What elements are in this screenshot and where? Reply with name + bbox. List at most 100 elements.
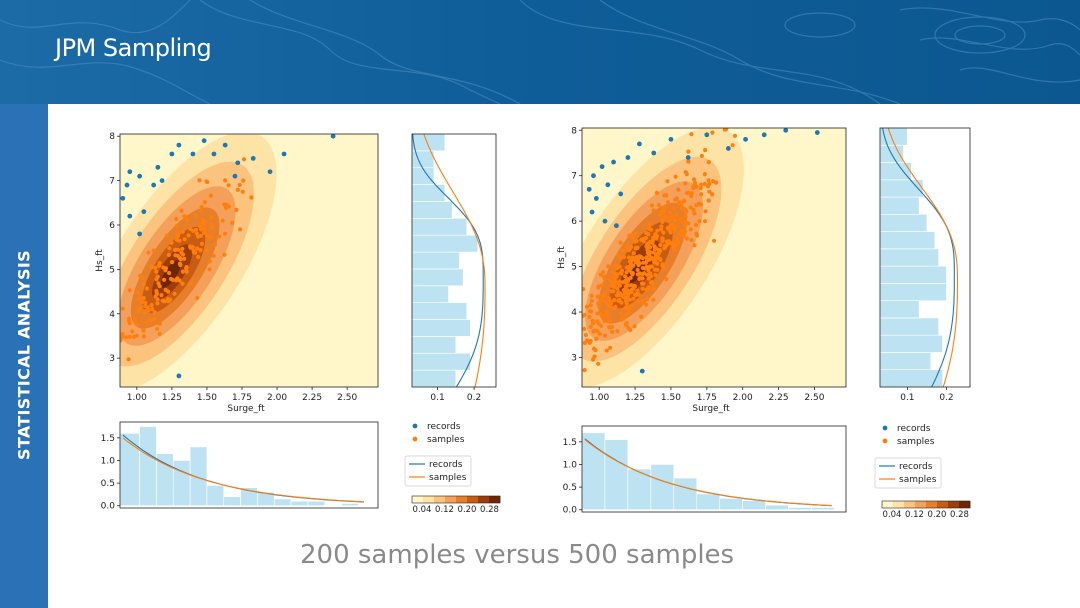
sample-point xyxy=(688,227,693,232)
sample-point xyxy=(668,210,673,215)
record-point xyxy=(137,231,143,237)
sample-point xyxy=(595,311,600,316)
sample-point xyxy=(208,193,213,198)
sample-point xyxy=(607,325,612,330)
marginal-y-bar xyxy=(879,248,939,267)
sample-point xyxy=(645,247,650,252)
sample-point xyxy=(134,333,139,338)
sample-point xyxy=(145,305,150,310)
sample-point xyxy=(671,215,676,220)
sample-point xyxy=(694,231,699,236)
sample-point xyxy=(601,270,606,275)
sample-point xyxy=(211,253,216,258)
colorbar-tick-label: 0.20 xyxy=(458,505,477,515)
sample-point xyxy=(627,233,632,238)
sample-point xyxy=(639,255,644,260)
sample-point xyxy=(626,325,631,330)
sample-point xyxy=(164,233,169,238)
sample-point xyxy=(674,212,679,217)
sample-point xyxy=(597,331,602,336)
sample-point xyxy=(697,201,702,206)
sample-point xyxy=(634,255,639,260)
record-point xyxy=(685,155,691,160)
record-point xyxy=(611,159,616,165)
sample-point xyxy=(596,361,601,366)
record-point xyxy=(127,213,133,219)
sample-point xyxy=(120,334,125,340)
colorbar-swatch xyxy=(959,501,971,508)
sample-point xyxy=(640,299,645,304)
sample-point xyxy=(681,206,686,211)
sample-point xyxy=(705,184,710,189)
sample-point xyxy=(710,130,715,135)
sample-point xyxy=(627,310,632,315)
sample-point xyxy=(627,297,633,302)
sample-point xyxy=(613,304,618,309)
sample-point xyxy=(222,202,227,207)
sample-point xyxy=(583,332,588,338)
colorbar-swatch xyxy=(948,501,960,508)
sample-point xyxy=(156,281,161,286)
sample-point xyxy=(180,269,185,274)
x-tick-label: 1.25 xyxy=(162,393,182,403)
sample-point xyxy=(621,288,626,293)
colorbar-swatch xyxy=(423,496,435,503)
sample-point xyxy=(612,298,617,303)
sample-point xyxy=(182,256,187,261)
sample-point xyxy=(702,181,707,186)
sample-point xyxy=(174,237,179,242)
sample-point xyxy=(582,340,587,346)
sample-point xyxy=(140,275,145,280)
sample-point xyxy=(196,254,201,260)
sample-point xyxy=(650,280,655,285)
sample-point xyxy=(154,291,160,296)
x-tick-label: 2.25 xyxy=(769,393,789,403)
sample-point xyxy=(631,251,636,256)
sample-point xyxy=(592,354,597,359)
sample-point xyxy=(617,283,622,288)
marginal-y-bar xyxy=(411,336,457,354)
records-layer xyxy=(120,134,336,379)
sample-point xyxy=(629,283,634,288)
sample-point xyxy=(625,304,630,310)
sample-point xyxy=(202,226,207,231)
sample-point xyxy=(155,301,160,306)
marginal-y-bar xyxy=(879,300,920,319)
sample-point xyxy=(623,284,628,289)
y-tick-label: 8 xyxy=(109,132,115,142)
sample-point xyxy=(174,216,179,222)
sample-point xyxy=(127,288,132,293)
sample-point xyxy=(146,250,151,255)
sample-point xyxy=(213,242,218,247)
sample-point xyxy=(177,278,182,283)
sample-point xyxy=(223,205,229,210)
record-point xyxy=(120,195,126,201)
y-axis-label: Hs_ft xyxy=(557,246,567,269)
marginal-x-bar xyxy=(273,498,292,507)
record-point xyxy=(201,138,207,144)
sample-point xyxy=(671,205,676,210)
sample-point xyxy=(699,182,704,187)
sample-point xyxy=(646,226,651,231)
sample-point xyxy=(618,256,623,261)
sample-point xyxy=(633,231,638,236)
sample-point xyxy=(178,262,183,268)
sample-point xyxy=(623,278,628,284)
sample-point xyxy=(162,277,167,282)
marginal-y-bar xyxy=(879,352,932,371)
sample-point xyxy=(582,326,587,331)
sample-point xyxy=(618,240,623,245)
sample-point xyxy=(136,296,141,301)
sample-point xyxy=(180,281,185,286)
sample-point xyxy=(150,307,155,312)
chart-panel-500: 1.00 1.25 1.50 1.75 2.00 2.25 2.50 3 4 5 6 7 8 Surge_… xyxy=(557,126,971,519)
legend-label-samples: samples xyxy=(427,435,465,445)
legend-line-label-records: records xyxy=(429,460,463,470)
sample-point xyxy=(608,318,613,324)
colorbar-swatch xyxy=(434,496,446,503)
sample-point xyxy=(644,302,649,307)
marginal-y-bar xyxy=(411,234,479,253)
sample-point xyxy=(658,248,663,253)
sample-point xyxy=(697,219,702,224)
sample-point xyxy=(699,153,704,158)
